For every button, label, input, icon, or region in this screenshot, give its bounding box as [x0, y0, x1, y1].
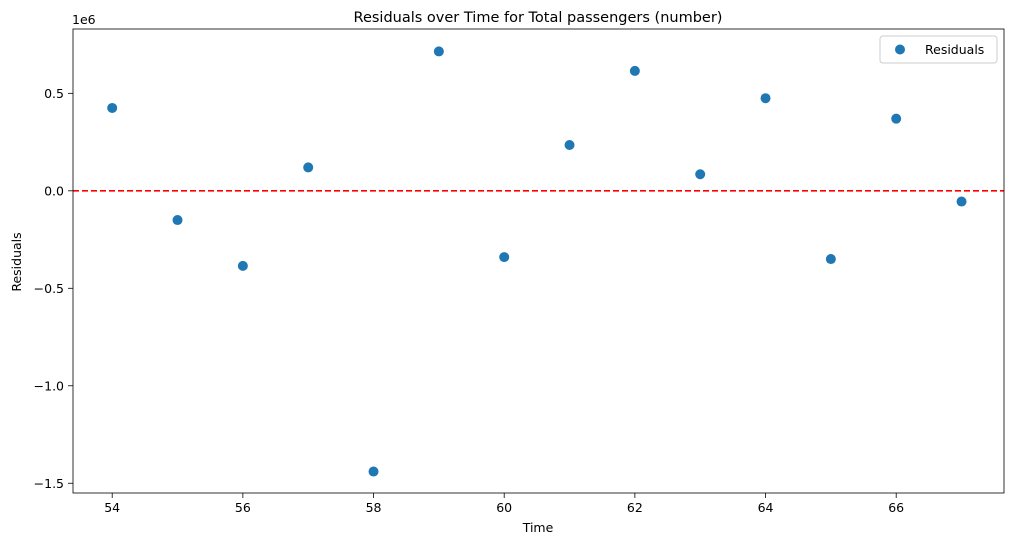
- legend: Residuals: [879, 35, 998, 64]
- legend-entry-label: Residuals: [925, 42, 984, 57]
- chart-title: Residuals over Time for Total passengers…: [354, 10, 723, 26]
- y-tick-label: −1.5: [34, 476, 64, 491]
- plot-area: 54 56 58 60 62 64 66 −1.5 −1.0 −0.5 0.0 0.5: [34, 28, 1005, 515]
- residual-point: [760, 93, 771, 104]
- x-tick-label: 62: [627, 500, 643, 515]
- residual-point: [368, 466, 379, 477]
- y-axis-label: Residuals: [9, 232, 24, 291]
- residual-point: [433, 46, 444, 57]
- residual-point: [956, 196, 967, 207]
- y-tick-label: 0.0: [44, 183, 64, 198]
- x-axis-label: Time: [522, 520, 554, 535]
- residual-point: [891, 113, 902, 124]
- residual-point: [303, 162, 314, 173]
- residual-point: [564, 140, 575, 150]
- residual-point: [237, 260, 248, 271]
- y-tick-label: 0.5: [44, 86, 64, 101]
- x-tick-label: 66: [888, 500, 904, 515]
- x-tick-label: 60: [496, 500, 512, 515]
- residual-point: [499, 252, 510, 263]
- y-tick-label: −1.0: [34, 378, 64, 393]
- legend-box: [879, 35, 998, 64]
- residual-point: [629, 65, 640, 76]
- y-scale-offset-label: 1e6: [72, 12, 96, 27]
- residual-point: [107, 102, 118, 113]
- x-tick-label: 58: [366, 500, 382, 515]
- residual-point: [172, 215, 183, 226]
- legend-marker: [895, 44, 905, 55]
- y-tick-label: −0.5: [34, 281, 64, 296]
- x-tick-label: 64: [758, 500, 774, 515]
- x-tick-label: 54: [104, 500, 120, 515]
- x-tick-label: 56: [235, 500, 251, 515]
- axes-frame: [72, 28, 1005, 494]
- residual-point: [825, 254, 836, 265]
- residual-point: [695, 169, 706, 180]
